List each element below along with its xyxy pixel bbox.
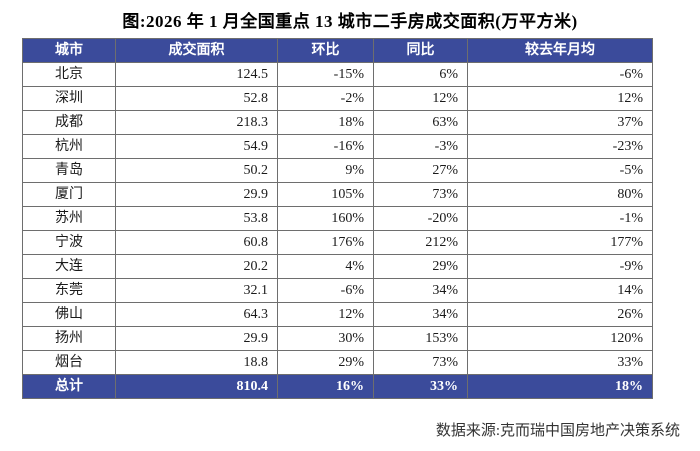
value-cell: 4% <box>277 254 374 279</box>
header-row: 城市 成交面积 环比 同比 较去年月均 <box>22 38 653 63</box>
value-cell: 27% <box>373 158 468 183</box>
city-cell: 深圳 <box>22 86 116 111</box>
value-cell: -15% <box>277 62 374 87</box>
value-cell: 53.8 <box>115 206 278 231</box>
city-cell: 北京 <box>22 62 116 87</box>
value-cell: 63% <box>373 110 468 135</box>
table-row: 宁波 60.8 176% 212% 177% <box>22 230 653 255</box>
value-cell: 12% <box>277 302 374 327</box>
value-cell: 176% <box>277 230 374 255</box>
value-cell: 60.8 <box>115 230 278 255</box>
city-cell: 青岛 <box>22 158 116 183</box>
value-cell: 12% <box>373 86 468 111</box>
figure-title: 图:2026 年 1 月全国重点 13 城市二手房成交面积(万平方米) <box>122 12 578 31</box>
table-row: 厦门 29.9 105% 73% 80% <box>22 182 653 207</box>
value-cell: 105% <box>277 182 374 207</box>
value-cell: 29.9 <box>115 182 278 207</box>
value-cell: 33% <box>467 350 653 375</box>
city-cell: 东莞 <box>22 278 116 303</box>
value-cell: 29% <box>373 254 468 279</box>
value-cell: -16% <box>277 134 374 159</box>
value-cell: 12% <box>467 86 653 111</box>
value-cell: 80% <box>467 182 653 207</box>
col-header-yoy: 同比 <box>373 38 468 63</box>
value-cell: 50.2 <box>115 158 278 183</box>
value-cell: 18% <box>277 110 374 135</box>
data-source: 数据来源:克而瑞中国房地产决策系统 <box>435 423 680 439</box>
value-cell: 218.3 <box>115 110 278 135</box>
table-row: 大连 20.2 4% 29% -9% <box>22 254 653 279</box>
value-cell: 52.8 <box>115 86 278 111</box>
value-cell: 177% <box>467 230 653 255</box>
value-cell: 54.9 <box>115 134 278 159</box>
value-cell: -5% <box>467 158 653 183</box>
city-cell: 杭州 <box>22 134 116 159</box>
value-cell: 20.2 <box>115 254 278 279</box>
value-cell: 16% <box>277 374 374 399</box>
value-cell: 153% <box>373 326 468 351</box>
value-cell: 810.4 <box>115 374 278 399</box>
table-row: 烟台 18.8 29% 73% 33% <box>22 350 653 375</box>
value-cell: 26% <box>467 302 653 327</box>
value-cell: 64.3 <box>115 302 278 327</box>
value-cell: 120% <box>467 326 653 351</box>
value-cell: 34% <box>373 278 468 303</box>
col-header-vs-avg: 较去年月均 <box>467 38 653 63</box>
value-cell: 34% <box>373 302 468 327</box>
value-cell: -6% <box>467 62 653 87</box>
value-cell: -1% <box>467 206 653 231</box>
table-row: 杭州 54.9 -16% -3% -23% <box>22 134 653 159</box>
table-row: 青岛 50.2 9% 27% -5% <box>22 158 653 183</box>
city-cell: 大连 <box>22 254 116 279</box>
value-cell: 212% <box>373 230 468 255</box>
table-row: 东莞 32.1 -6% 34% 14% <box>22 278 653 303</box>
value-cell: -23% <box>467 134 653 159</box>
value-cell: 37% <box>467 110 653 135</box>
value-cell: 18.8 <box>115 350 278 375</box>
table-row: 成都 218.3 18% 63% 37% <box>22 110 653 135</box>
value-cell: 6% <box>373 62 468 87</box>
value-cell: -2% <box>277 86 374 111</box>
value-cell: -20% <box>373 206 468 231</box>
value-cell: -6% <box>277 278 374 303</box>
value-cell: 29.9 <box>115 326 278 351</box>
total-row: 总计 810.4 16% 33% 18% <box>22 374 653 399</box>
city-cell: 宁波 <box>22 230 116 255</box>
value-cell: 160% <box>277 206 374 231</box>
table-row: 苏州 53.8 160% -20% -1% <box>22 206 653 231</box>
value-cell: 30% <box>277 326 374 351</box>
value-cell: 73% <box>373 182 468 207</box>
table-row: 扬州 29.9 30% 153% 120% <box>22 326 653 351</box>
city-cell: 苏州 <box>22 206 116 231</box>
city-cell: 厦门 <box>22 182 116 207</box>
city-cell: 佛山 <box>22 302 116 327</box>
table-row: 深圳 52.8 -2% 12% 12% <box>22 86 653 111</box>
city-cell: 烟台 <box>22 350 116 375</box>
value-cell: 14% <box>467 278 653 303</box>
col-header-area: 成交面积 <box>115 38 278 63</box>
table-body: 北京 124.5 -15% 6% -6% 深圳 52.8 -2% 12% 12% 成都 218.3 18… <box>22 62 653 399</box>
value-cell: 9% <box>277 158 374 183</box>
table-row: 北京 124.5 -15% 6% -6% <box>22 62 653 87</box>
value-cell: 29% <box>277 350 374 375</box>
value-cell: 18% <box>467 374 653 399</box>
col-header-mom: 环比 <box>277 38 374 63</box>
value-cell: 32.1 <box>115 278 278 303</box>
value-cell: -3% <box>373 134 468 159</box>
value-cell: -9% <box>467 254 653 279</box>
data-table: 城市 成交面积 环比 同比 较去年月均 北京 124.5 -15% 6% -6% 深圳 52… <box>22 38 653 399</box>
col-header-city: 城市 <box>22 38 116 63</box>
city-cell: 扬州 <box>22 326 116 351</box>
value-cell: 73% <box>373 350 468 375</box>
table-row: 佛山 64.3 12% 34% 26% <box>22 302 653 327</box>
city-cell: 成都 <box>22 110 116 135</box>
value-cell: 33% <box>373 374 468 399</box>
city-cell: 总计 <box>22 374 116 399</box>
value-cell: 124.5 <box>115 62 278 87</box>
